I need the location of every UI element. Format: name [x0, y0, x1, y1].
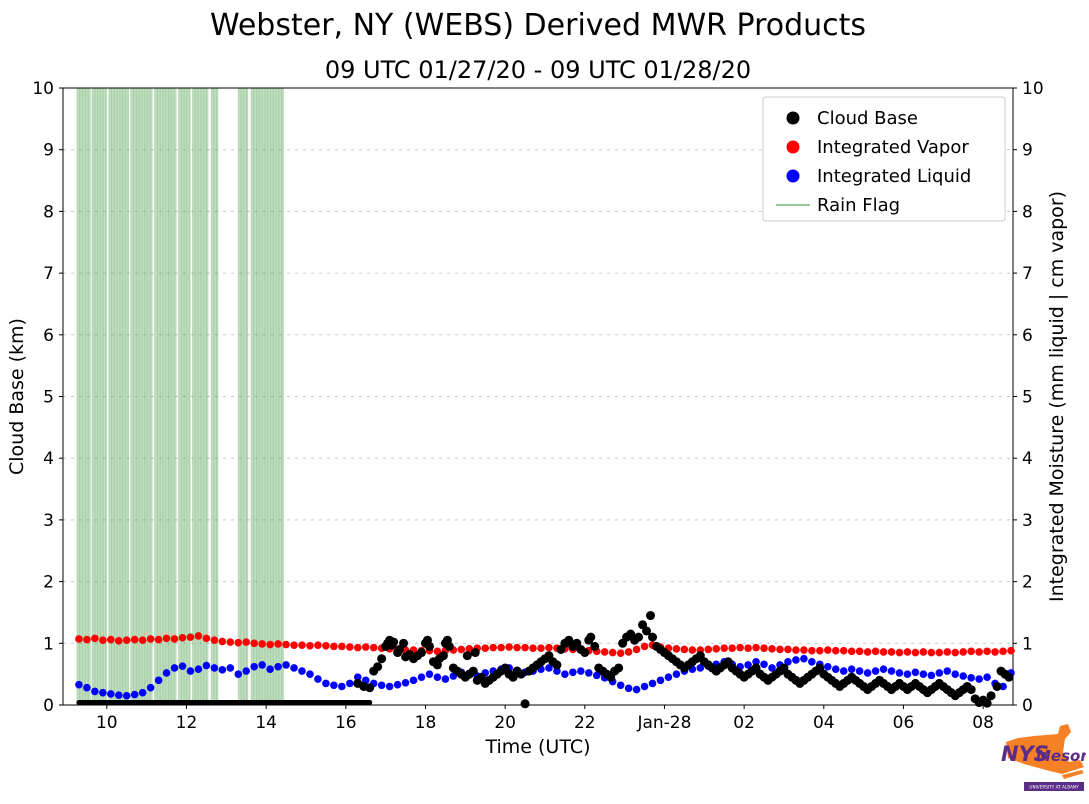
x-tick-label: 06 [893, 713, 915, 733]
y-tick-label-right: 10 [1022, 79, 1044, 99]
y-tick-label-right: 1 [1022, 634, 1033, 654]
legend-marker-1 [786, 111, 800, 125]
x-tick-label: 18 [415, 713, 437, 733]
y-tick-label-right: 0 [1022, 696, 1033, 716]
y-tick-label-left: 8 [43, 202, 54, 222]
y-axis-ticks: 0 0 1 1 2 2 3 3 4 4 5 5 6 6 7 7 8 8 9 9 10 10 [32, 79, 1043, 716]
x-axis-ticks: 10 12 14 16 18 20 22 Jan-28 02 04 06 08 [96, 705, 994, 733]
y-tick-label-left: 5 [43, 388, 54, 408]
series-cloud-base [353, 611, 1014, 709]
y-tick-label-right: 9 [1022, 141, 1033, 161]
gridlines [63, 149, 1013, 644]
x-tick-label: 22 [574, 713, 596, 733]
y-tick-label-right: 8 [1022, 202, 1033, 222]
long-island-shape [1062, 770, 1084, 779]
x-tick-label: Jan-28 [636, 713, 691, 733]
y-tick-label-left: 1 [43, 634, 54, 654]
y-axis-label-right: Integrated Moisture (mm liquid | cm vapo… [1046, 190, 1068, 603]
legend-label: Rain Flag [817, 195, 900, 216]
logo-tagline: UNIVERSITY AT ALBANY [1029, 785, 1079, 790]
legend-marker-3 [786, 169, 800, 183]
y-tick-label-right: 2 [1022, 573, 1033, 593]
nysmesonet-logo: NYS Mesonet UNIVERSITY AT ALBANY [1000, 712, 1086, 800]
x-tick-label: 20 [494, 713, 516, 733]
y-tick-label-left: 6 [43, 326, 54, 346]
x-tick-label: 10 [96, 713, 118, 733]
y-tick-label-right: 5 [1022, 388, 1033, 408]
y-tick-label-left: 0 [43, 696, 54, 716]
chart-subtitle: 09 UTC 01/27/20 - 09 UTC 01/28/20 [324, 56, 752, 84]
rain-flag-bands [76, 88, 285, 705]
logo-text-mesonet: Mesonet [1036, 747, 1086, 765]
logo-text-nys: NYS [1001, 742, 1049, 766]
logo-tagline-bar [1024, 782, 1084, 791]
legend-label: Cloud Base [817, 108, 918, 129]
x-axis-label: Time (UTC) [485, 736, 591, 758]
legend-label: Integrated Vapor [817, 137, 969, 158]
legend-box [762, 96, 1006, 222]
ny-state-shape [1006, 724, 1084, 774]
y-tick-label-left: 10 [32, 79, 54, 99]
y-tick-label-right: 6 [1022, 326, 1033, 346]
x-tick-label: 04 [813, 713, 835, 733]
y-axis-label-left: Cloud Base (km) [6, 318, 28, 475]
y-tick-label-right: 3 [1022, 511, 1033, 531]
x-tick-label: 02 [733, 713, 755, 733]
x-tick-label: 16 [335, 713, 357, 733]
legend-marker-2 [786, 140, 800, 154]
legend-label: Integrated Liquid [817, 166, 971, 187]
y-tick-label-right: 4 [1022, 449, 1033, 469]
y-tick-label-left: 3 [43, 511, 54, 531]
x-tick-label: 12 [176, 713, 198, 733]
x-tick-label: 14 [255, 713, 277, 733]
legend: Cloud Base Integrated Vapor Integrated Liq… [762, 96, 1006, 222]
x-tick-label: 08 [972, 713, 994, 733]
y-tick-label-right: 7 [1022, 264, 1033, 284]
y-tick-label-left: 2 [43, 573, 54, 593]
y-tick-label-left: 7 [43, 264, 54, 284]
chart-title: Webster, NY (WEBS) Derived MWR Products [209, 8, 867, 43]
y-tick-label-left: 9 [43, 141, 54, 161]
y-tick-label-left: 4 [43, 449, 54, 469]
